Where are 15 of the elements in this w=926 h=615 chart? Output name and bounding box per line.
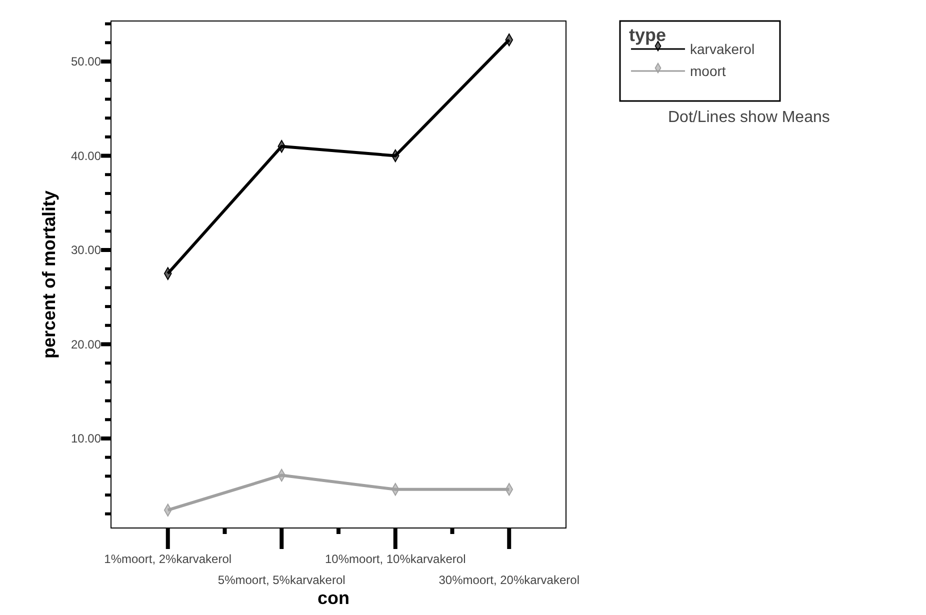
y-tick-label: 40.00: [70, 148, 102, 163]
legend-label: moort: [690, 62, 726, 79]
legend-label: karvakerol: [690, 40, 755, 57]
text: Dot/Lines show Means: [668, 109, 830, 126]
y-tick-label: 30.00: [70, 243, 102, 258]
y-tick-label: 50.00: [70, 54, 102, 69]
x-tick-label: 1%moort, 2%karvakerol: [104, 552, 232, 566]
x-tick-label: 10%moort, 10%karvakerol: [325, 552, 466, 566]
legend-title: type: [629, 25, 666, 45]
y-tick-label: 10.00: [70, 432, 102, 446]
y-axis-title: percent of mortality: [39, 190, 59, 359]
x-tick-label: 30%moort, 20%karvakerol: [438, 573, 580, 587]
y-tick-label: 20.00: [70, 337, 102, 352]
x-tick-label: 5%moort, 5%karvakerol: [218, 573, 346, 587]
x-axis-title: con: [317, 588, 350, 608]
